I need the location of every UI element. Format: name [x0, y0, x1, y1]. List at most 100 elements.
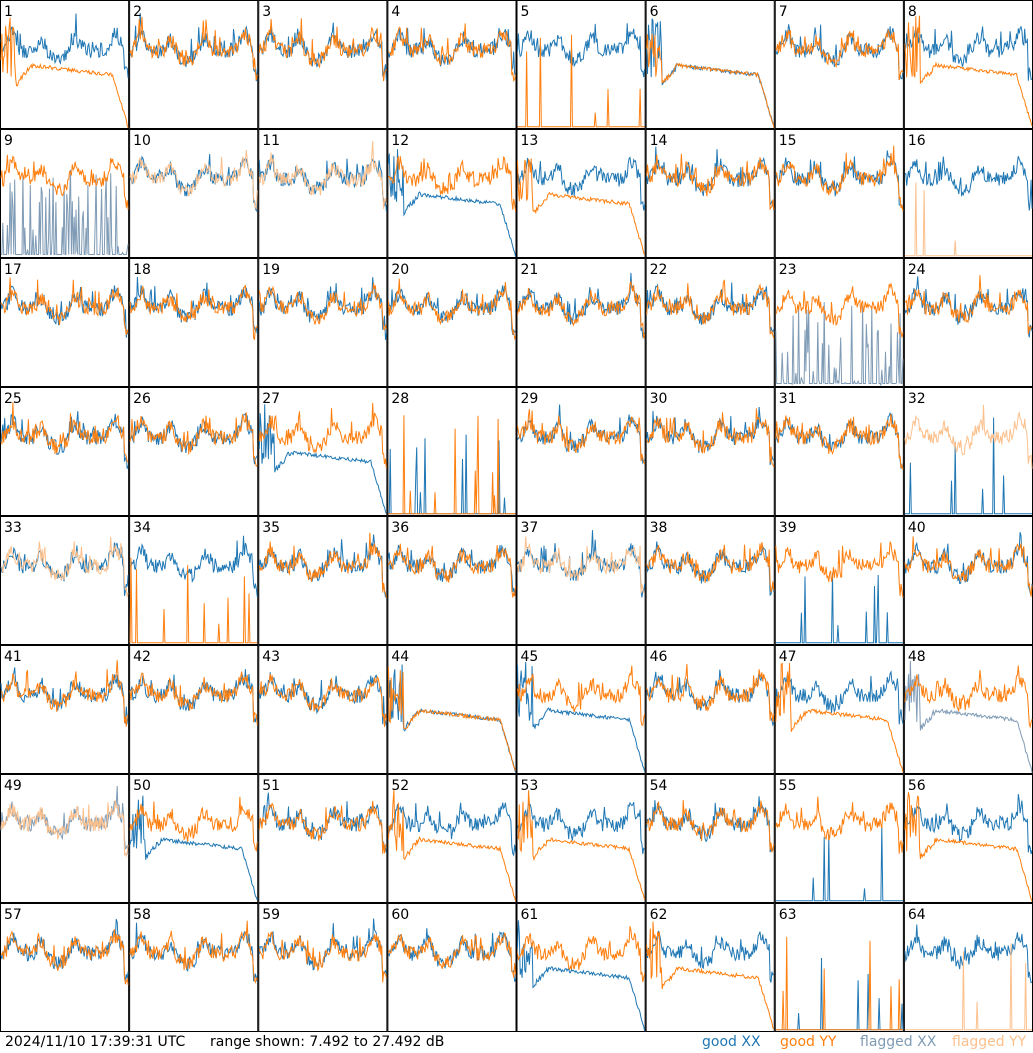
series-xx-good — [387, 149, 516, 257]
series-xx-good — [129, 669, 258, 723]
panel-number: 19 — [262, 262, 280, 278]
panel-number: 41 — [4, 649, 22, 665]
panel-frame — [387, 645, 517, 774]
panel-frame — [0, 774, 130, 903]
panel-40: 40 — [903, 516, 1033, 645]
panel-number: 37 — [521, 520, 539, 536]
panel-13: 13 — [516, 129, 646, 258]
series-yy-good — [258, 532, 387, 599]
panel-frame — [129, 645, 259, 774]
panel-54: 54 — [645, 774, 775, 903]
series-xx-good — [904, 25, 1033, 81]
legend-flagged-xx: flagged XX — [860, 1034, 937, 1050]
series-yy-good — [0, 277, 129, 336]
panel-frame — [903, 516, 1033, 645]
legend-good-xx: good XX — [702, 1034, 761, 1050]
series-xx-good — [517, 404, 645, 465]
panel-frame — [516, 516, 646, 645]
panel-number: 6 — [650, 4, 659, 20]
series-yy-flagged — [129, 149, 258, 210]
panel-number: 32 — [908, 391, 926, 407]
panel-frame — [0, 258, 130, 387]
panel-34: 34 — [129, 516, 259, 645]
panel-43: 43 — [258, 645, 388, 774]
panel-number: 11 — [262, 133, 280, 149]
series-yy-good — [387, 666, 516, 772]
panel-number: 52 — [391, 778, 409, 794]
panel-frame — [387, 129, 517, 258]
series-yy-good — [517, 34, 645, 128]
panel-45: 45 — [516, 645, 646, 774]
panel-28: 28 — [387, 387, 517, 516]
series-yy-good — [388, 415, 516, 515]
panel-10: 10 — [129, 129, 259, 258]
series-yy-flagged — [904, 182, 1032, 257]
panel-frame — [258, 129, 388, 258]
series-xx-good — [517, 801, 645, 855]
series-yy-good — [646, 663, 775, 722]
panel-number: 13 — [521, 133, 539, 149]
panel-30: 30 — [645, 387, 775, 516]
panel-number: 45 — [521, 649, 539, 665]
series-yy-flagged — [258, 140, 387, 209]
panel-frame — [903, 0, 1033, 129]
panel-number: 28 — [391, 391, 409, 407]
series-xx-good — [387, 802, 516, 857]
panel-47: 47 — [774, 645, 904, 774]
range-text: range shown: 7.492 to 27.492 dB — [210, 1034, 445, 1050]
series-xx-good — [775, 572, 903, 644]
panel-26: 26 — [129, 387, 259, 516]
panel-frame — [258, 645, 388, 774]
panel-number: 56 — [908, 778, 926, 794]
panel-41: 41 — [0, 645, 130, 774]
series-xx-good — [517, 661, 646, 772]
panel-frame — [903, 645, 1033, 774]
panel-15: 15 — [774, 129, 904, 258]
series-yy-good — [258, 673, 387, 727]
series-yy-good — [646, 408, 775, 468]
panel-1: 1 — [0, 0, 130, 129]
panel-frame — [258, 516, 388, 645]
series-yy-good — [775, 413, 904, 470]
series-yy-good — [904, 15, 1033, 127]
panel-29: 29 — [516, 387, 646, 516]
panel-37: 37 — [516, 516, 646, 645]
panel-61: 61 — [516, 903, 646, 1032]
series-yy-good — [775, 29, 904, 81]
series-yy-good — [258, 931, 387, 983]
panel-number: 36 — [391, 520, 409, 536]
panel-number: 48 — [908, 649, 926, 665]
panel-17: 17 — [0, 258, 130, 387]
panel-number: 42 — [133, 649, 151, 665]
series-yy-good — [646, 542, 775, 593]
panel-frame — [516, 387, 646, 516]
series-yy-good — [129, 16, 258, 80]
series-xx-good — [0, 667, 129, 725]
panel-frame — [516, 903, 646, 1032]
panel-number: 62 — [650, 907, 668, 923]
series-xx-good — [517, 23, 646, 78]
panel-number: 60 — [391, 907, 409, 923]
panel-number: 55 — [779, 778, 797, 794]
series-yy-good — [904, 536, 1033, 597]
panel-20: 20 — [387, 258, 517, 387]
panel-number: 27 — [262, 391, 280, 407]
panel-number: 44 — [391, 649, 409, 665]
series-xx-good — [258, 404, 387, 514]
series-yy-good — [0, 154, 129, 210]
panel-number: 63 — [779, 907, 797, 923]
panel-number: 8 — [908, 4, 917, 20]
series-yy-good — [387, 278, 516, 341]
series-yy-good — [387, 789, 516, 901]
series-xx-good — [517, 530, 646, 598]
series-yy-flagged — [0, 536, 129, 597]
series-yy-good — [517, 790, 646, 901]
panel-number: 53 — [521, 778, 539, 794]
panel-number: 46 — [650, 649, 668, 665]
series-yy-good — [517, 665, 646, 726]
panel-21: 21 — [516, 258, 646, 387]
panel-frame — [774, 903, 904, 1032]
series-yy-good — [517, 925, 646, 983]
series-yy-good — [775, 541, 904, 598]
panel-frame — [645, 903, 775, 1032]
